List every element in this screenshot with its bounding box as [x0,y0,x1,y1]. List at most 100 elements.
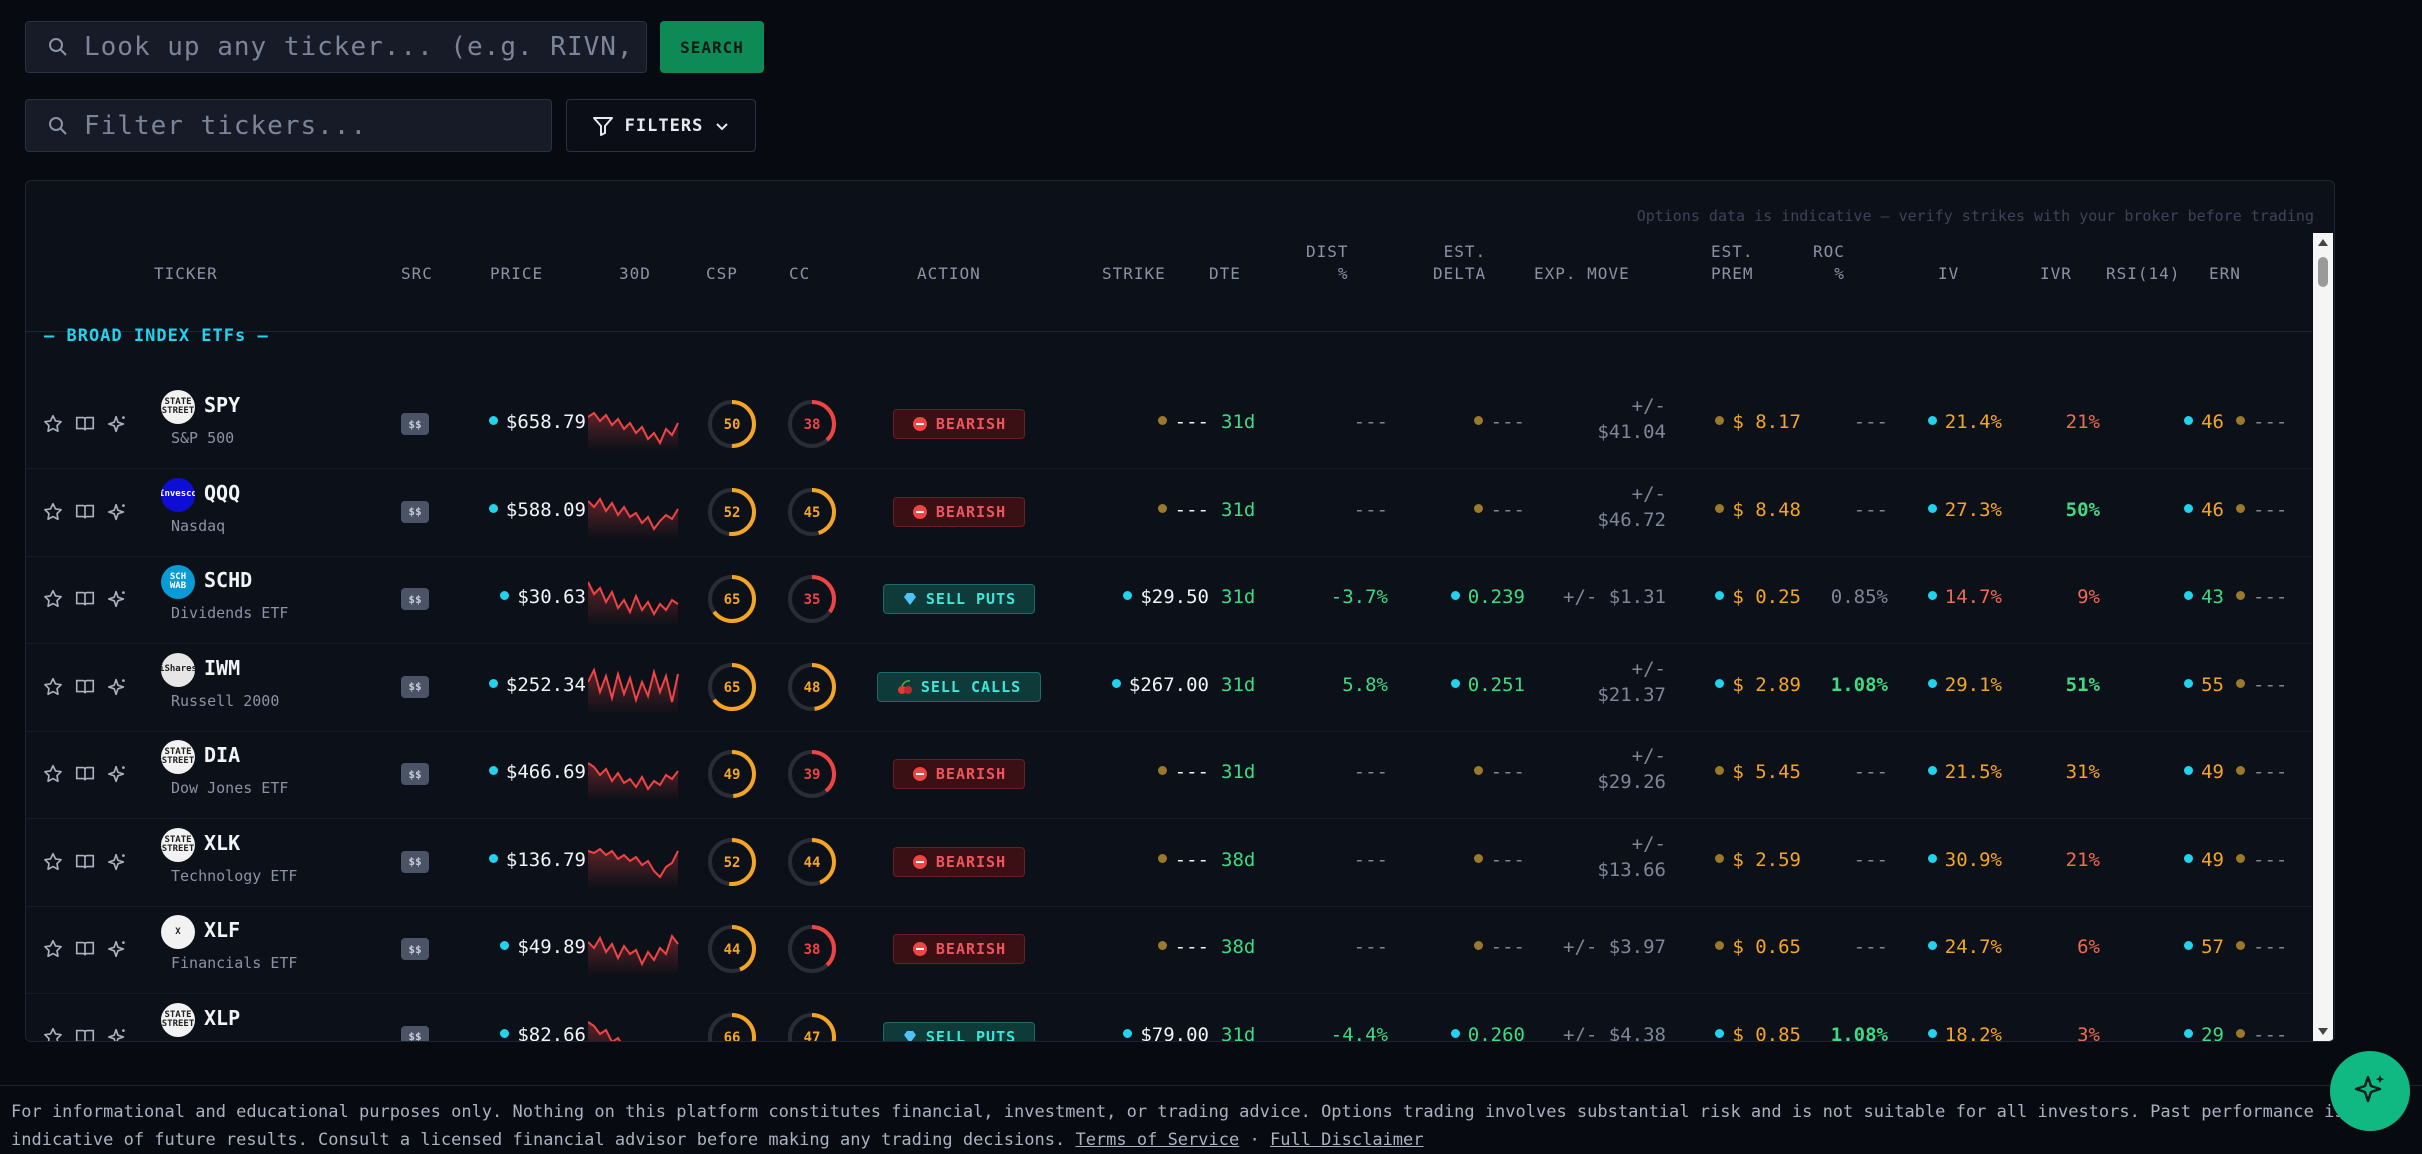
ai-assistant-button[interactable] [2330,1051,2410,1131]
book-icon[interactable] [74,1026,96,1043]
action-badge[interactable]: SELL PUTS [883,1021,1035,1041]
ticker-symbol[interactable]: SCHD [204,568,253,592]
sparkle-icon[interactable] [106,1026,128,1043]
table-row[interactable]: STATE STREET DIA Dow Jones ETF $$ $466.69… [26,731,2312,819]
header-roc[interactable]: ROC % [1813,242,1845,283]
ticker-symbol[interactable]: SPY [204,393,241,417]
book-icon[interactable] [74,413,96,435]
dte-value: 31d [1221,673,1256,696]
sparkle-icon[interactable] [106,851,128,873]
ticker-symbol[interactable]: DIA [204,743,241,767]
sparkle-icon[interactable] [106,413,128,435]
star-icon[interactable] [42,588,64,610]
search-button[interactable]: SEARCH [660,21,764,73]
delta-value: --- [1490,761,1525,783]
action-badge[interactable]: BEARISH [893,846,1025,877]
header-src[interactable]: SRC [401,264,433,283]
action-badge[interactable]: BEARISH [893,934,1025,964]
action-badge[interactable]: BEARISH [893,409,1025,439]
strike-cell: --- [1066,761,1209,783]
rsi-cell: 43 [2156,586,2224,608]
strike-value: --- [1174,848,1209,871]
star-icon[interactable] [42,1026,64,1043]
header-cc[interactable]: CC [789,264,811,283]
ticker-symbol[interactable]: XLP [204,1005,241,1030]
ticker-symbol[interactable]: IWM [204,655,241,680]
header-dist[interactable]: DIST % [1306,242,1349,283]
cc-score: 39 [804,767,821,783]
ticker-symbol[interactable]: QQQ [204,480,241,505]
sparkle-icon[interactable] [106,763,128,785]
action-badge[interactable]: BEARISH [893,759,1025,789]
expmove-value: +/- $1.31 [1563,586,1666,608]
table-row[interactable]: STATE STREET XLK Technology ETF $$ $136.7… [26,819,2312,907]
terms-link[interactable]: Terms of Service [1075,1130,1240,1150]
sparkle-icon[interactable] [106,501,128,523]
action-badge[interactable]: SELL PUTS [883,584,1035,614]
ern-value: --- [2253,498,2288,521]
sparkle-icon[interactable] [106,938,128,960]
table-row[interactable]: STATE STREET SPY S&P 500 $$ $658.79 50 38… [26,381,2312,469]
star-icon[interactable] [42,763,64,785]
delta-cell: --- [1406,849,1525,871]
roc-value: 1.08% [1830,673,1888,696]
book-icon[interactable] [74,501,96,523]
action-badge[interactable]: BEARISH [893,496,1025,527]
rsi-cell: 57 [2156,936,2224,958]
book-icon[interactable] [74,851,96,873]
scrollbar[interactable] [2313,233,2333,1041]
ticker-lookup[interactable] [25,21,647,73]
ticker-logo: X [161,915,195,949]
table-row[interactable]: iShares IWM Russell 2000 $$ $252.34 65 4… [26,644,2312,732]
scrollbar-thumb[interactable] [2318,257,2328,287]
header-ivr[interactable]: IVR [2040,264,2072,283]
ticker-lookup-input[interactable] [82,31,646,63]
book-icon[interactable] [74,763,96,785]
star-icon[interactable] [42,501,64,523]
header-delta[interactable]: EST. DELTA [1433,242,1487,283]
header-expmove[interactable]: EXP. MOVE [1534,264,1630,283]
ticker-filter-input[interactable] [82,109,551,142]
scroll-up-icon[interactable] [2317,237,2329,247]
book-icon[interactable] [74,676,96,698]
header-rsi[interactable]: RSI(14) [2106,264,2181,283]
action-badge[interactable]: SELL CALLS [877,671,1041,702]
header-prem[interactable]: EST. PREM [1711,242,1754,283]
scroll-down-icon[interactable] [2317,1027,2329,1037]
sparkle-icon[interactable] [106,588,128,610]
delta-value: 0.260 [1467,1023,1525,1042]
table-row[interactable]: SCH WAB SCHD Dividends ETF $$ $30.63 65 3… [26,556,2312,644]
star-icon[interactable] [42,413,64,435]
star-icon[interactable] [42,851,64,873]
ticker-symbol[interactable]: XLK [204,830,241,855]
price-value: $658.79 [505,411,586,433]
iv-cell: 21.5% [1906,761,2002,783]
table-row[interactable]: Invesco QQQ Nasdaq $$ $588.09 52 45 BEAR… [26,469,2312,557]
delta-cell: --- [1406,761,1525,783]
header-dte[interactable]: DTE [1209,264,1241,283]
header-ticker[interactable]: TICKER [154,264,218,283]
csp-score: 66 [724,1030,741,1043]
header-price[interactable]: PRICE [490,264,544,283]
header-30d[interactable]: 30D [619,264,651,283]
csp-score: 52 [724,855,741,871]
sparkle-icon[interactable] [106,676,128,698]
header-ern[interactable]: ERN [2209,264,2241,283]
header-strike[interactable]: STRIKE [1102,264,1166,283]
disclaimer-link[interactable]: Full Disclaimer [1269,1130,1424,1150]
header-iv[interactable]: IV [1938,264,1960,283]
star-icon[interactable] [42,676,64,698]
star-icon[interactable] [42,938,64,960]
book-icon[interactable] [74,938,96,960]
rsi-value: 46 [2201,498,2224,521]
header-action[interactable]: ACTION [917,264,981,283]
ticker-filter[interactable] [25,99,552,152]
filters-button[interactable]: FILTERS [566,99,756,152]
header-csp[interactable]: CSP [706,264,738,283]
iv-cell: 24.7% [1906,936,2002,958]
ticker-symbol[interactable]: XLF [204,918,241,942]
table-row[interactable]: X XLF Financials ETF $$ $49.89 44 38 BEA… [26,906,2312,994]
book-icon[interactable] [74,588,96,610]
cc-score: 38 [804,417,821,433]
